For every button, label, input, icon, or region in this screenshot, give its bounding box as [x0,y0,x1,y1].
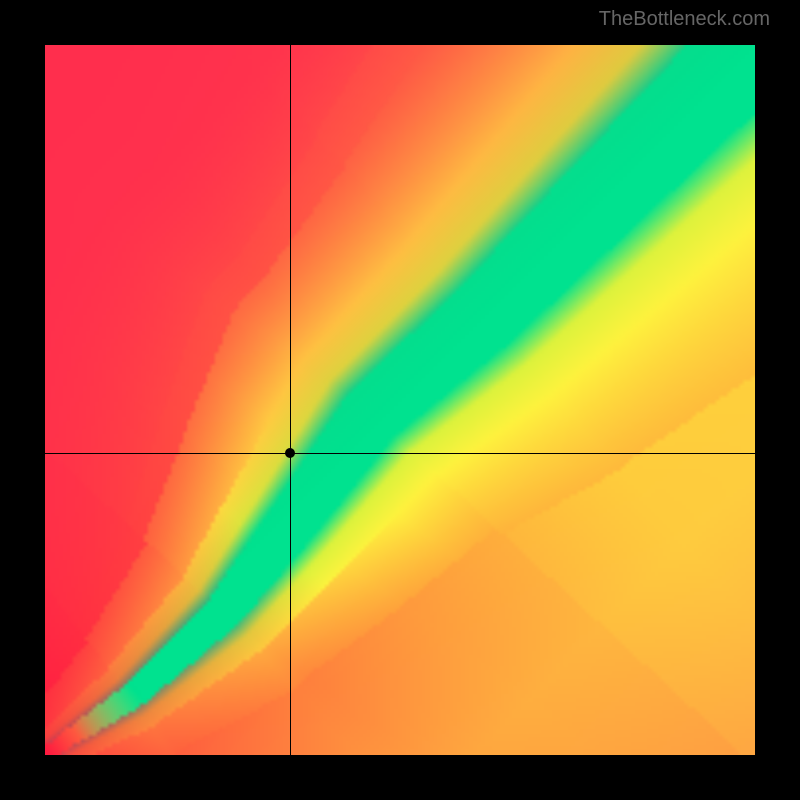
crosshair-vertical [290,45,291,755]
heatmap-canvas [45,45,755,755]
crosshair-marker [285,448,295,458]
heatmap-plot-area [45,45,755,755]
crosshair-horizontal [45,453,755,454]
watermark-text: TheBottleneck.com [599,8,770,31]
